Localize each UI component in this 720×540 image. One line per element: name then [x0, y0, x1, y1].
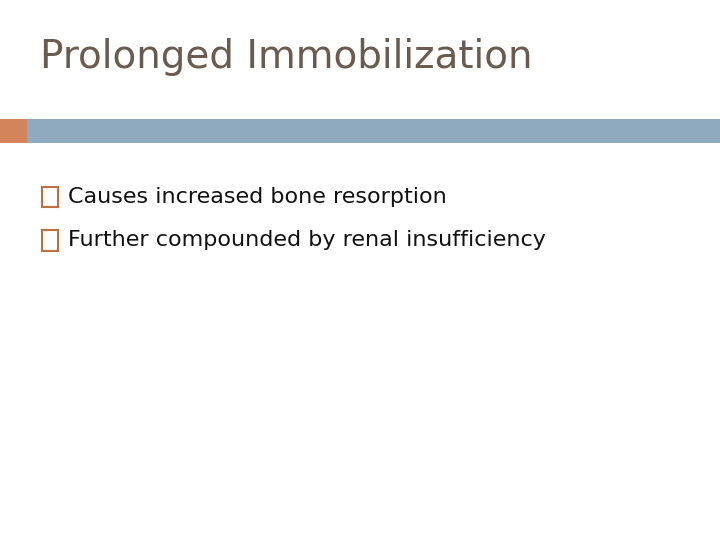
Bar — [27, 119, 720, 143]
Text: Further compounded by renal insufficiency: Further compounded by renal insufficienc… — [68, 230, 546, 251]
Bar — [42, 230, 58, 251]
Bar — [42, 187, 58, 207]
Text: Causes increased bone resorption: Causes increased bone resorption — [68, 187, 447, 207]
Bar — [0, 119, 27, 143]
Text: Prolonged Immobilization: Prolonged Immobilization — [40, 38, 532, 76]
